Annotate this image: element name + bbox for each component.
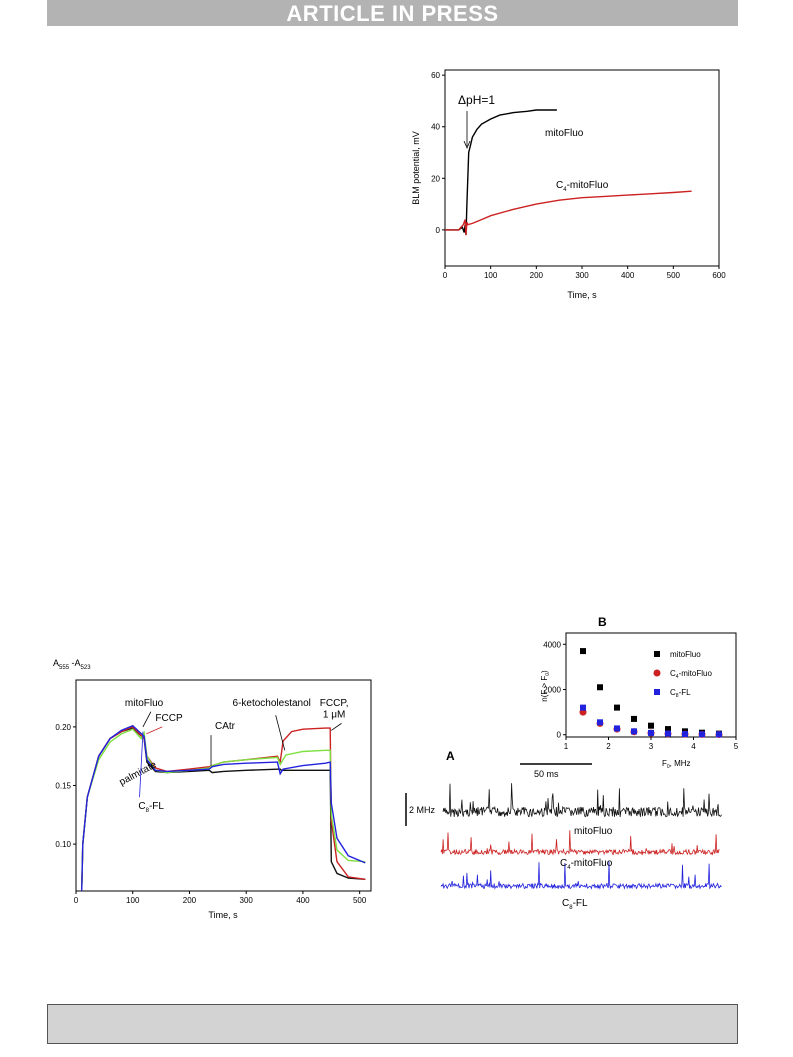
abs-arrow-0 (142, 711, 152, 728)
abs-xtick-label: 300 (240, 896, 254, 905)
blm-xtick-label: 300 (575, 271, 589, 280)
time-scale-label: 50 ms (534, 769, 559, 779)
abs-line-3 (81, 724, 366, 892)
panel-b-xtick-label: 4 (691, 742, 696, 751)
blm-xtick-label: 500 (667, 271, 681, 280)
abs-xtick-label: 500 (353, 896, 367, 905)
blm-ytick-label: 60 (431, 71, 440, 80)
blm-line-0 (445, 109, 557, 236)
blm-xtick-label: 0 (443, 271, 448, 280)
panel-b-point-s2 (580, 704, 586, 711)
blm-legend-c4-mitofluo: C4-mitoFluo (556, 180, 609, 193)
panel-b-point-s0 (614, 704, 620, 711)
panel-b-point-s2 (682, 731, 688, 738)
blm-y-label: BLM potential, mV (411, 131, 421, 205)
panel-b-point-s2 (665, 730, 671, 737)
panel-b-point-s2 (699, 731, 705, 738)
legend-marker-mitofluo (654, 651, 660, 657)
blm-line-1 (445, 190, 692, 236)
abs-arrow-5 (139, 731, 144, 798)
panel-b-xtick-label: 5 (734, 742, 739, 751)
abs-annotation-0: mitoFluo (125, 698, 164, 709)
panel-b-point-s0 (648, 722, 654, 729)
blm-series-group (445, 109, 692, 236)
panel-b-ytick-label: 4000 (543, 640, 561, 649)
abs-annotation-2: CAtr (215, 721, 236, 732)
panel-b-xtick-label: 2 (606, 742, 611, 751)
blm-annotation-arrowhead (463, 140, 471, 150)
blm-ytick-label: 0 (436, 226, 441, 235)
abs-ytick-label: 0.10 (55, 840, 71, 849)
abs-annotation-4: FCCP, (320, 698, 349, 709)
panel-b-point-s0 (631, 715, 637, 722)
trace-mitofluo (442, 783, 722, 818)
trace-label-c4-mitofluo: C4-mitoFluo (560, 858, 613, 871)
abs-xtick-label: 0 (74, 896, 79, 905)
panel-b-y-label: n(F > F0) (540, 670, 551, 702)
abs-ytick-label: 0.20 (55, 723, 71, 732)
abs-annotation-5: 1 μM (323, 710, 345, 721)
panel-b-x-label: F0, MHz (662, 759, 691, 770)
abs-ytick-label: 0.15 (55, 782, 71, 791)
trace-label-mitofluo: mitoFluo (574, 826, 613, 837)
panel-b-point-s2 (648, 729, 654, 736)
trace-c4-mitofluo (440, 830, 720, 856)
legend-label-c4-mitofluo: C4-mitoFluo (670, 669, 712, 680)
abs-xtick-label: 200 (183, 896, 197, 905)
abs-xtick-label: 100 (126, 896, 140, 905)
abs-annotation-3: 6-ketocholestanol (233, 698, 311, 709)
article-in-press-banner: ARTICLE IN PRESS (47, 0, 738, 26)
blm-xtick-label: 200 (530, 271, 544, 280)
panel-b-point-s2 (614, 725, 620, 732)
blm-xtick-label: 600 (712, 271, 726, 280)
footer-box (47, 1004, 738, 1044)
blm-xtick-label: 100 (484, 271, 498, 280)
abs-annotation-1: FCCP (155, 713, 183, 724)
panel-b-xtick-label: 1 (564, 742, 569, 751)
panel-b-point-s2 (716, 731, 722, 738)
panel-b-point-s2 (597, 719, 603, 726)
panel-b-ytick-label: 2000 (543, 686, 561, 695)
trace-label-c8-fl: C8-FL (562, 898, 588, 911)
blm-ytick-label: 40 (431, 123, 440, 132)
panel-a-label: A (446, 749, 455, 763)
abs-line-2 (81, 728, 366, 892)
legend-marker-c8-fl (654, 689, 660, 695)
blm-ytick-label: 20 (431, 174, 440, 183)
abs-annotation-7: C8-FL (138, 801, 164, 814)
panel-b-point-s0 (665, 726, 671, 733)
panel-b-xtick-label: 3 (649, 742, 654, 751)
blm-x-label: Time, s (567, 290, 597, 300)
abs-arrow-4 (331, 723, 342, 731)
blm-annotation-dph: ΔpH=1 (458, 93, 495, 107)
legend-marker-c4-mitofluo (653, 669, 661, 677)
blm-legend-mitofluo: mitoFluo (545, 128, 584, 139)
panel-b-axis-ticks: 1 2 3 4 5 0 2000 4000 (543, 640, 739, 751)
abs-x-label: Time, s (208, 910, 238, 920)
blm-axis-ticks: 0 100 200 300 400 500 600 0 20 40 60 (431, 71, 726, 280)
panel-b-point-s0 (597, 684, 603, 691)
abs-arrow-1 (146, 726, 163, 735)
abs-xtick-label: 400 (296, 896, 310, 905)
abs-series-group (81, 724, 366, 892)
trace-c8-fl (440, 861, 722, 890)
abs-arrow-3 (275, 715, 286, 751)
legend-label-c8-fl: C8-FL (670, 688, 691, 699)
panel-b-point-s2 (631, 728, 637, 735)
panel-b-point-s0 (580, 648, 586, 655)
panel-b-points (579, 648, 723, 739)
legend-label-mitofluo: mitoFluo (670, 650, 701, 659)
blm-xtick-label: 400 (621, 271, 635, 280)
abs-axis-ticks: 0 100 200 300 400 500 0.10 0.15 0.20 (55, 723, 366, 905)
panel-b-label: B (598, 615, 607, 629)
panel-b-ytick-label: 0 (557, 731, 562, 740)
amplitude-scale-label: 2 MHz (409, 805, 436, 815)
